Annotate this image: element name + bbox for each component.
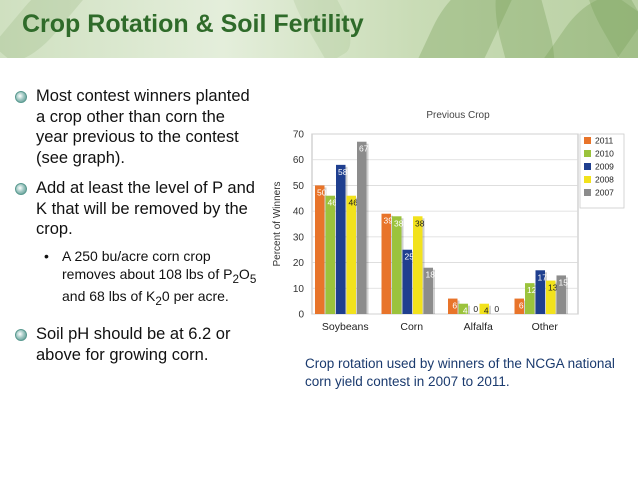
y-tick-label: 10 bbox=[293, 284, 305, 295]
data-label: 39 bbox=[384, 216, 394, 226]
slide-title: Crop Rotation & Soil Fertility bbox=[22, 10, 364, 38]
y-tick-label: 40 bbox=[293, 207, 305, 218]
bar bbox=[448, 298, 458, 314]
data-label: 38 bbox=[394, 218, 404, 228]
y-tick-label: 60 bbox=[293, 155, 305, 166]
sub-bullet-item: • A 250 bu/acre corn crop removes about … bbox=[36, 248, 259, 310]
data-label: 0 bbox=[473, 304, 478, 314]
data-label: 46 bbox=[328, 198, 338, 208]
data-label: 13 bbox=[548, 283, 558, 293]
x-tick-label: Corn bbox=[400, 321, 423, 333]
data-label: 25 bbox=[405, 252, 415, 262]
bullet-text: Add at least the level of P and K that w… bbox=[36, 179, 255, 238]
bar bbox=[346, 195, 356, 314]
legend-swatch bbox=[584, 176, 591, 183]
bar bbox=[381, 213, 391, 314]
bullet-item: Most contest winners planted a crop othe… bbox=[14, 86, 259, 172]
bar bbox=[357, 141, 367, 314]
bar bbox=[392, 216, 402, 314]
bar bbox=[546, 280, 556, 314]
bullet-icon bbox=[15, 183, 27, 195]
data-label: 6 bbox=[452, 301, 457, 311]
bar bbox=[458, 303, 468, 314]
bullet-text: Soil pH should be at 6.2 or above for gr… bbox=[36, 325, 231, 364]
bar bbox=[402, 249, 412, 314]
sub-bullet-text: A 250 bu/acre corn crop removes about 10… bbox=[62, 248, 257, 308]
bar bbox=[423, 267, 433, 314]
data-label: 18 bbox=[426, 270, 436, 280]
bullet-icon bbox=[15, 329, 27, 342]
y-tick-label: 70 bbox=[293, 130, 305, 141]
bar bbox=[479, 303, 489, 314]
bullet-item: Add at least the level of P and K that w… bbox=[14, 178, 259, 240]
chart-container: Previous Crop 0 10 20 30 40 50 60 70 Percent of W… bbox=[268, 104, 630, 340]
bar bbox=[525, 283, 535, 314]
y-tick-label: 30 bbox=[293, 232, 305, 243]
data-label: 46 bbox=[349, 198, 359, 208]
legend-label: 2007 bbox=[595, 188, 614, 198]
data-label: 12 bbox=[527, 285, 537, 295]
legend-label: 2008 bbox=[595, 175, 614, 185]
y-axis-label: Percent of Winners bbox=[272, 181, 283, 266]
data-label: 38 bbox=[415, 218, 425, 228]
bar bbox=[336, 164, 346, 314]
bar bbox=[514, 298, 524, 314]
x-tick-label: Soybeans bbox=[322, 321, 369, 333]
legend-label: 2009 bbox=[595, 162, 614, 172]
data-label: 0 bbox=[494, 304, 499, 314]
data-label: 17 bbox=[538, 272, 548, 282]
bar bbox=[556, 275, 566, 314]
bar bbox=[315, 185, 325, 314]
bar bbox=[535, 270, 545, 314]
bullet-list: Most contest winners planted a crop othe… bbox=[14, 86, 259, 371]
bar bbox=[413, 216, 423, 314]
x-tick-label: Other bbox=[532, 321, 559, 333]
legend-swatch bbox=[584, 163, 591, 170]
data-label: 6 bbox=[519, 301, 524, 311]
legend-swatch bbox=[584, 137, 591, 144]
chart-caption: Crop rotation used by winners of the NCG… bbox=[305, 356, 615, 389]
y-tick-label: 20 bbox=[293, 258, 305, 269]
data-label: 4 bbox=[463, 306, 468, 316]
bullet-item: Soil pH should be at 6.2 or above for gr… bbox=[14, 324, 259, 365]
data-label: 15 bbox=[559, 277, 569, 287]
bar bbox=[325, 195, 335, 314]
y-tick-label: 50 bbox=[293, 181, 305, 192]
y-tick-label: 0 bbox=[298, 310, 304, 321]
legend-label: 2011 bbox=[595, 136, 614, 146]
bullet-text: Most contest winners planted a crop othe… bbox=[36, 87, 250, 167]
x-tick-label: Alfalfa bbox=[464, 321, 493, 333]
data-label: 67 bbox=[359, 144, 369, 154]
bullet-icon bbox=[15, 91, 27, 103]
header-background bbox=[0, 0, 638, 58]
legend-swatch bbox=[584, 189, 591, 196]
chart-title: Previous Crop bbox=[426, 110, 490, 121]
sub-bullet-icon: • bbox=[44, 248, 49, 264]
data-label: 58 bbox=[338, 167, 348, 177]
data-label: 50 bbox=[317, 187, 327, 197]
legend-label: 2010 bbox=[595, 149, 614, 159]
data-label: 4 bbox=[484, 306, 489, 316]
legend-swatch bbox=[584, 150, 591, 157]
